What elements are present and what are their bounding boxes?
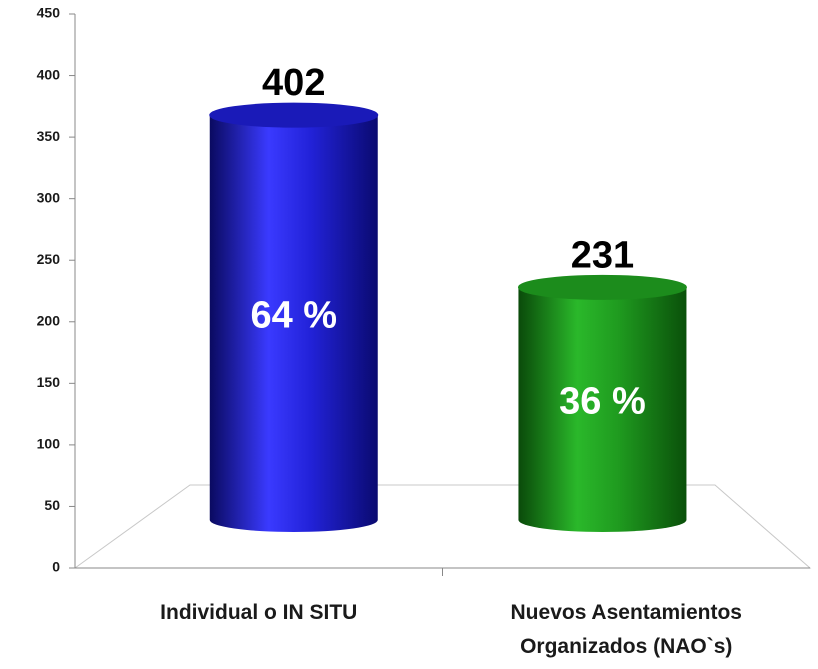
bar-top: [517, 274, 687, 300]
percent-label: 64 %: [250, 295, 337, 337]
y-tick-label: 100: [37, 436, 61, 452]
y-tick-label: 50: [44, 497, 60, 513]
y-tick-label: 400: [37, 66, 61, 82]
y-tick-label: 300: [37, 189, 61, 205]
bar: [209, 115, 378, 532]
y-tick-label: 0: [52, 559, 60, 575]
percent-label: 36 %: [559, 381, 646, 423]
y-tick-label: 350: [37, 128, 61, 144]
x-tick-label: Nuevos Asentamientos Organizados (NAO`s): [510, 601, 742, 658]
value-label: 402: [262, 62, 325, 104]
y-tick-label: 150: [37, 374, 61, 390]
y-tick-label: 200: [37, 312, 61, 328]
floor: [73, 484, 812, 569]
y-tick-label: 250: [37, 251, 61, 267]
bar: [518, 287, 687, 532]
value-label: 231: [571, 234, 634, 276]
x-tick-label: Individual o IN SITU: [160, 601, 358, 624]
y-tick-label: 450: [37, 5, 61, 21]
bar-top: [209, 102, 379, 128]
